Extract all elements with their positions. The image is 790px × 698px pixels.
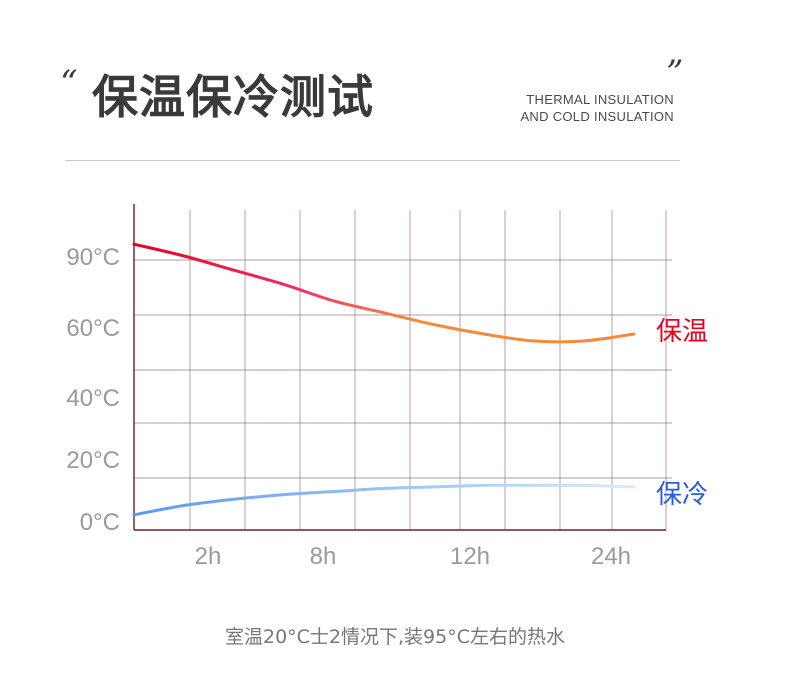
chart-caption: 室温20°C士2情况下,装95°C左右的热水: [224, 626, 565, 648]
y-tick-label: 0°C: [80, 509, 120, 536]
header-divider: [65, 160, 680, 161]
y-tick-label: 40°C: [66, 385, 120, 412]
close-quote-mark: ”: [666, 53, 684, 93]
chart-series: [132, 242, 636, 517]
x-tick-label: 8h: [310, 543, 337, 570]
x-axis-labels: 2h 8h 12h 24h: [195, 543, 631, 570]
warm-series-label: 保温: [656, 317, 708, 347]
cold-series-line: [132, 483, 636, 517]
chart-axes: [133, 204, 666, 531]
y-tick-label: 60°C: [66, 315, 120, 342]
y-tick-label: 90°C: [66, 244, 120, 271]
y-axis-labels: 90°C 60°C 40°C 20°C 0°C: [66, 244, 120, 536]
warm-series-line: [132, 242, 636, 344]
x-tick-label: 12h: [450, 543, 490, 570]
chart-grid: [134, 210, 672, 530]
subtitle-line-1: THERMAL INSULATION: [526, 92, 674, 107]
series-labels: 保温保冷: [656, 317, 708, 510]
open-quote-mark: “: [60, 63, 78, 103]
page-title: 保温保冷测试: [92, 70, 374, 124]
x-tick-label: 24h: [591, 543, 631, 570]
cold-series-label: 保冷: [656, 480, 708, 510]
y-tick-label: 20°C: [66, 447, 120, 474]
x-tick-label: 2h: [195, 543, 222, 570]
subtitle-line-2: AND COLD INSULATION: [520, 109, 674, 124]
